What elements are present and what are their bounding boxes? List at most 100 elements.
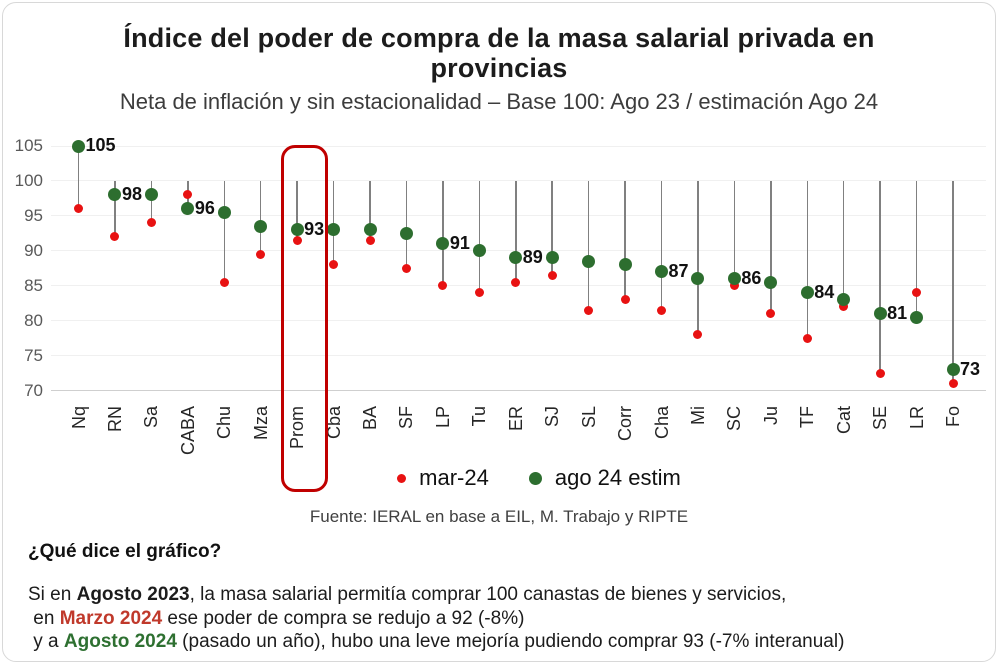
explanation-text: Si en Agosto 2023, la masa salarial perm… bbox=[28, 583, 980, 654]
stem bbox=[770, 180, 772, 314]
ago24-dot bbox=[800, 286, 814, 300]
value-label: 105 bbox=[85, 135, 116, 155]
x-category-label: SC bbox=[724, 406, 745, 432]
stem bbox=[915, 180, 918, 318]
ago24-dot bbox=[363, 223, 377, 237]
ago24-dot bbox=[837, 293, 851, 307]
x-category-label: BA bbox=[360, 406, 380, 431]
mar24-dot bbox=[438, 281, 448, 291]
stem bbox=[952, 180, 954, 384]
stem bbox=[842, 180, 845, 307]
stem bbox=[259, 180, 262, 255]
legend-item-mar24: mar-24 bbox=[397, 465, 489, 491]
value-label: 86 bbox=[741, 267, 762, 288]
x-category-label: Ju bbox=[760, 406, 781, 426]
stem bbox=[442, 180, 444, 286]
mar24-dot bbox=[729, 281, 739, 291]
x-category-label: SL bbox=[578, 406, 599, 429]
y-tick-label: 75 bbox=[24, 345, 43, 365]
mar24-dot bbox=[365, 235, 375, 245]
ago24-dot bbox=[910, 310, 924, 324]
x-category-label: Cha bbox=[651, 406, 672, 440]
ago24-dot bbox=[436, 237, 450, 251]
stem bbox=[733, 180, 736, 286]
explanation-line: Si en Agosto 2023, la masa salarial perm… bbox=[28, 584, 787, 605]
explanation-line: en Marzo 2024 ese poder de compra se red… bbox=[28, 607, 525, 629]
ago24-dot bbox=[72, 139, 85, 153]
ago24-dot bbox=[254, 219, 268, 233]
y-tick-label: 90 bbox=[24, 240, 43, 260]
legend-item-ago24: ago 24 estim bbox=[528, 465, 681, 491]
x-category-label: ER bbox=[505, 406, 526, 432]
y-tick-label: 70 bbox=[24, 380, 43, 400]
value-label: 93 bbox=[304, 218, 325, 239]
mar24-dot bbox=[474, 288, 484, 298]
y-tick-label: 105 bbox=[14, 136, 43, 155]
stem bbox=[150, 180, 153, 223]
stem bbox=[806, 180, 808, 339]
ago24-marker-icon bbox=[528, 471, 542, 485]
mar24-dot bbox=[547, 270, 557, 280]
mar24-dot bbox=[620, 295, 630, 305]
x-category-label: RN bbox=[104, 406, 125, 432]
stem bbox=[223, 180, 225, 283]
y-gridline bbox=[51, 250, 986, 252]
chart-legend: mar-24 ago 24 estim bbox=[43, 465, 1000, 491]
mar24-dot bbox=[912, 288, 922, 298]
stem bbox=[660, 180, 663, 311]
mar24-dot bbox=[292, 235, 302, 245]
mar24-dot bbox=[766, 309, 776, 319]
y-gridline bbox=[51, 180, 986, 182]
mar24-dot bbox=[802, 333, 812, 343]
x-category-label: Fo bbox=[943, 406, 963, 428]
value-label: 73 bbox=[960, 358, 981, 379]
stem bbox=[515, 180, 517, 283]
ago24-dot bbox=[108, 188, 122, 202]
legend-label-ago24: ago 24 estim bbox=[554, 465, 681, 490]
x-category-label: LP bbox=[432, 406, 453, 429]
mar24-dot bbox=[511, 277, 521, 287]
y-tick-label: 85 bbox=[24, 275, 43, 295]
x-category-label: CABA bbox=[177, 406, 198, 456]
mar24-marker-icon bbox=[397, 473, 407, 483]
stem bbox=[587, 180, 590, 311]
explanation-line: y a Agosto 2024 (pasado un año), hubo un… bbox=[28, 631, 845, 652]
y-tick-label: 95 bbox=[24, 205, 43, 225]
y-gridline bbox=[51, 285, 986, 287]
y-gridline bbox=[51, 320, 986, 322]
ago24-dot bbox=[946, 363, 960, 377]
mar24-dot bbox=[219, 277, 229, 287]
ago24-dot bbox=[655, 265, 668, 279]
ago24-dot bbox=[582, 254, 596, 268]
stem bbox=[405, 180, 408, 269]
value-label: 96 bbox=[194, 197, 215, 218]
mar24-dot bbox=[401, 263, 411, 273]
ago24-dot bbox=[618, 258, 632, 272]
prom-highlight-box bbox=[281, 145, 329, 492]
stem bbox=[551, 180, 553, 276]
ago24-dot bbox=[144, 188, 158, 202]
x-category-label: SJ bbox=[542, 406, 563, 428]
x-category-label: Corr bbox=[615, 406, 636, 441]
stem bbox=[296, 180, 298, 241]
x-category-label: SF bbox=[396, 406, 417, 430]
ago24-dot bbox=[472, 244, 486, 258]
x-category-label: SE bbox=[870, 406, 891, 431]
value-label: 91 bbox=[449, 232, 470, 253]
x-category-label: Mza bbox=[250, 406, 271, 441]
stem bbox=[369, 180, 371, 241]
x-category-label: LR bbox=[906, 406, 927, 430]
ago24-dot bbox=[764, 275, 778, 289]
y-gridline bbox=[51, 390, 986, 391]
mar24-dot bbox=[329, 260, 339, 270]
x-category-label: TF bbox=[797, 406, 818, 428]
page-title: Índice del poder de compra de la masa sa… bbox=[123, 23, 875, 84]
stem bbox=[879, 180, 881, 374]
y-tick-label: 80 bbox=[24, 310, 43, 330]
value-label: 84 bbox=[814, 281, 835, 302]
x-category-label: Nq bbox=[68, 406, 89, 430]
x-category-label: Tu bbox=[469, 406, 490, 427]
ago24-dot bbox=[217, 205, 231, 219]
mar24-dot bbox=[74, 204, 83, 214]
